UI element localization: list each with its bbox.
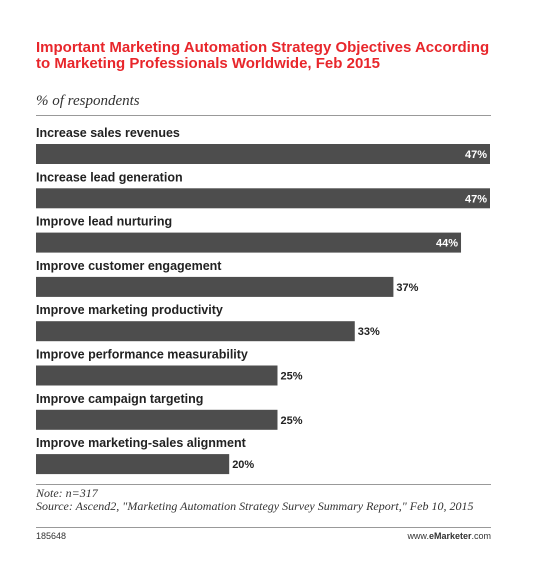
bar (36, 144, 490, 164)
category-label: Improve performance measurability (36, 348, 248, 362)
source-text: Source: Ascend2, "Marketing Automation S… (36, 498, 474, 513)
category-label: Improve marketing productivity (36, 303, 223, 317)
category-label: Increase lead generation (36, 170, 183, 184)
category-label: Improve campaign targeting (36, 392, 203, 406)
chart-subtitle: % of respondents (36, 93, 140, 109)
chart-notes: Note: n=317 Source: Ascend2, "Marketing … (36, 487, 476, 512)
value-label: 25% (280, 371, 302, 383)
bottom-divider (36, 484, 491, 485)
value-label: 33% (358, 326, 380, 338)
bar (36, 276, 394, 297)
value-label: 44% (436, 238, 458, 250)
bar (36, 409, 278, 430)
value-label: 25% (280, 415, 302, 427)
footer-divider (36, 527, 491, 528)
value-label: 37% (396, 282, 418, 294)
chart-title: Important Marketing Automation Strategy … (36, 39, 490, 72)
value-label: 47% (465, 193, 487, 205)
note-text: Note: n=317 (36, 486, 98, 500)
chart-id: 185648 (36, 531, 67, 541)
value-label: 20% (232, 459, 254, 471)
bar (36, 232, 462, 253)
category-label: Improve customer engagement (36, 259, 222, 273)
category-label: Improve marketing-sales alignment (36, 436, 247, 450)
brand-url: www.eMarketer.com (380, 531, 491, 541)
top-divider (36, 115, 491, 116)
category-label: Improve lead nurturing (36, 215, 172, 229)
brand-name: eMarketer (428, 531, 472, 541)
brand-prefix: www. (407, 531, 429, 541)
category-label: Increase sales revenues (36, 126, 180, 140)
bar (36, 365, 278, 386)
brand-suffix: .com (471, 531, 491, 541)
bar (36, 321, 355, 342)
bar (36, 188, 490, 209)
bar (36, 454, 230, 475)
value-label: 47% (465, 149, 487, 161)
